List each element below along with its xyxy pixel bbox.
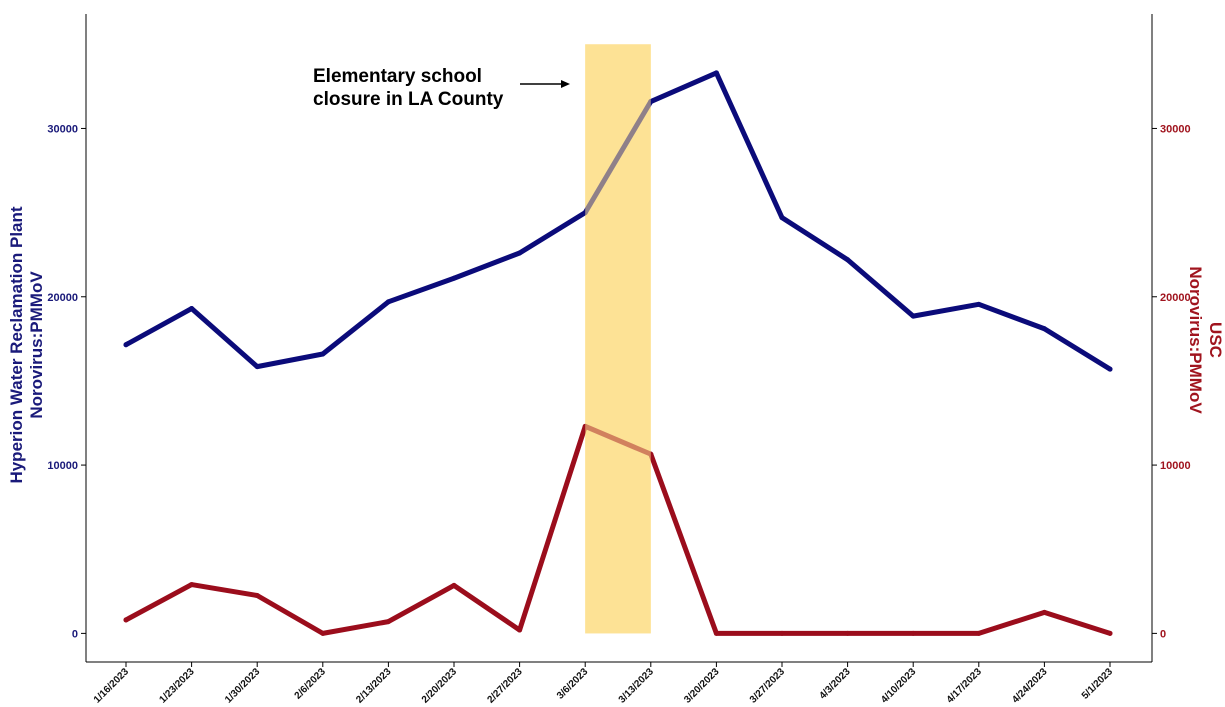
hyperion-point-9 bbox=[713, 70, 719, 76]
x-tick-label-10: 3/27/2023 bbox=[748, 666, 788, 706]
y-tick-left-label-3: 30000 bbox=[47, 123, 78, 135]
usc-point-4 bbox=[385, 619, 391, 625]
usc-point-5 bbox=[451, 582, 457, 588]
x-tick-label-4: 2/13/2023 bbox=[354, 666, 394, 706]
x-tick-label-13: 4/17/2023 bbox=[945, 666, 985, 706]
y-tick-right-label-2: 20000 bbox=[1160, 292, 1191, 304]
x-tick-label-12: 4/10/2023 bbox=[879, 666, 919, 706]
y-tick-left-label-0: 0 bbox=[72, 628, 78, 640]
x-tick-label-15: 5/1/2023 bbox=[1080, 666, 1116, 702]
usc-point-9 bbox=[713, 630, 719, 636]
y-axis-label-right-line1: USC bbox=[1206, 322, 1225, 358]
x-tick-label-2: 1/30/2023 bbox=[223, 666, 263, 706]
y-tick-left-label-2: 20000 bbox=[47, 292, 78, 304]
x-tick-label-3: 2/6/2023 bbox=[293, 666, 329, 702]
y-tick-right-label-0: 0 bbox=[1160, 628, 1166, 640]
x-tick-label-7: 3/6/2023 bbox=[555, 666, 591, 702]
usc-point-14 bbox=[1041, 609, 1047, 615]
hyperion-point-13 bbox=[976, 301, 982, 307]
x-tick-label-5: 2/20/2023 bbox=[420, 666, 460, 706]
hyperion-point-3 bbox=[320, 351, 326, 357]
y-axis-label-left-line1: Hyperion Water Reclamation Plant bbox=[7, 206, 26, 483]
annotation-arrow-head bbox=[561, 80, 570, 88]
y-tick-right-label-3: 30000 bbox=[1160, 123, 1191, 135]
x-tick-label-11: 4/3/2023 bbox=[817, 666, 853, 702]
y-axis-label-right-line2: Norovirus:PMMoV bbox=[1186, 266, 1205, 414]
usc-point-1 bbox=[189, 582, 195, 588]
hyperion-point-12 bbox=[910, 313, 916, 319]
y-tick-right-label-1: 10000 bbox=[1160, 460, 1191, 472]
x-tick-label-6: 2/27/2023 bbox=[485, 666, 525, 706]
hyperion-point-5 bbox=[451, 275, 457, 281]
usc-point-13 bbox=[976, 630, 982, 636]
usc-point-2 bbox=[254, 593, 260, 599]
usc-point-15 bbox=[1107, 630, 1113, 636]
x-tick-label-0: 1/16/2023 bbox=[92, 666, 132, 706]
hyperion-point-10 bbox=[779, 215, 785, 221]
usc-point-3 bbox=[320, 630, 326, 636]
hyperion-point-1 bbox=[189, 306, 195, 312]
school-closure-highlight-overlay bbox=[585, 44, 651, 634]
hyperion-point-2 bbox=[254, 364, 260, 370]
x-tick-label-14: 4/24/2023 bbox=[1010, 666, 1050, 706]
usc-point-0 bbox=[123, 617, 129, 623]
x-tick-label-1: 1/23/2023 bbox=[157, 666, 197, 706]
annotation-line1: Elementary school bbox=[313, 66, 482, 87]
hyperion-point-14 bbox=[1041, 326, 1047, 332]
usc-point-10 bbox=[779, 630, 785, 636]
y-tick-left-label-1: 10000 bbox=[47, 460, 78, 472]
hyperion-point-4 bbox=[385, 299, 391, 305]
usc-point-12 bbox=[910, 630, 916, 636]
y-axis-label-left-line2: Norovirus:PMMoV bbox=[27, 271, 46, 419]
usc-point-11 bbox=[845, 630, 851, 636]
hyperion-point-6 bbox=[517, 250, 523, 256]
hyperion-point-0 bbox=[123, 342, 129, 348]
x-tick-label-9: 3/20/2023 bbox=[682, 666, 722, 706]
annotation-line2: closure in LA County bbox=[313, 89, 504, 110]
hyperion-point-11 bbox=[845, 257, 851, 263]
hyperion-point-15 bbox=[1107, 366, 1113, 372]
usc-point-6 bbox=[517, 627, 523, 633]
x-tick-label-8: 3/13/2023 bbox=[617, 666, 657, 706]
